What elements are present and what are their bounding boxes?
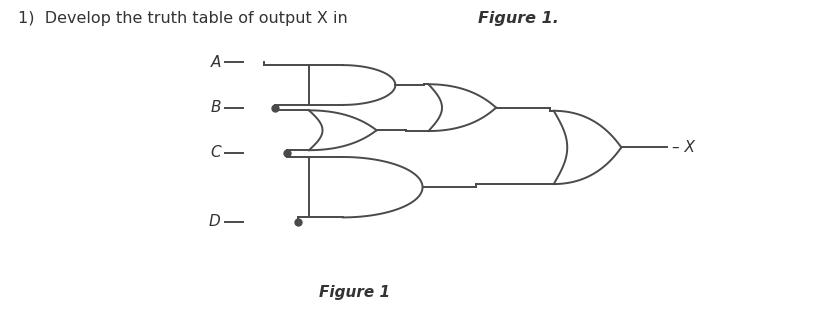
Text: Figure 1: Figure 1 bbox=[319, 285, 390, 300]
Text: Figure 1.: Figure 1. bbox=[478, 11, 559, 26]
Text: 1)  Develop the truth table of output X in: 1) Develop the truth table of output X i… bbox=[18, 11, 353, 26]
Text: – X: – X bbox=[672, 140, 695, 155]
Text: D: D bbox=[209, 214, 221, 229]
Text: C: C bbox=[210, 145, 221, 160]
Text: B: B bbox=[210, 100, 221, 115]
Text: A: A bbox=[210, 55, 221, 70]
